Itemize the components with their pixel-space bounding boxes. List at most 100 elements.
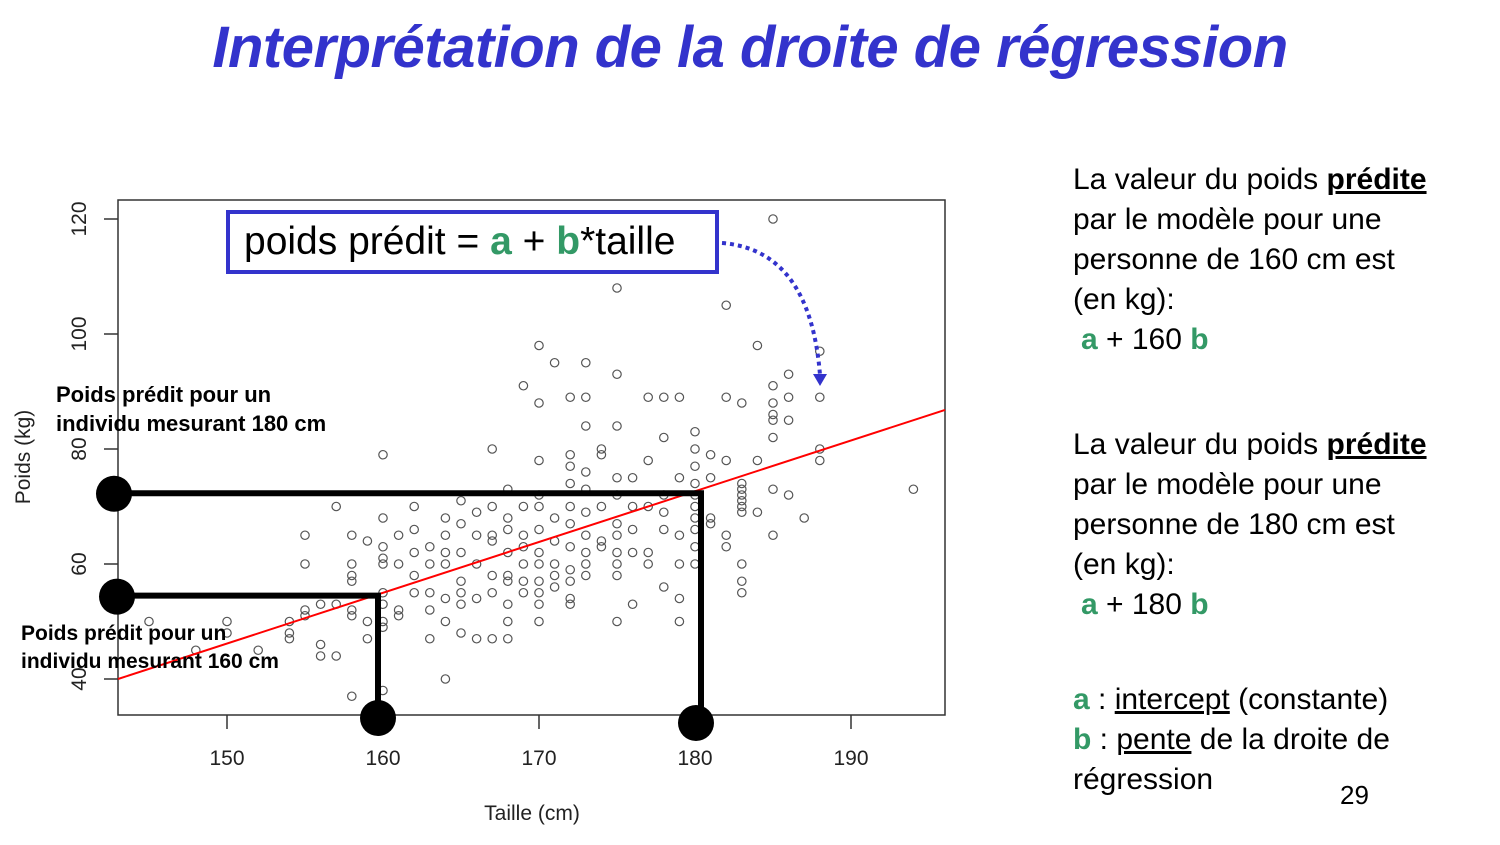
y-axis-label: Poids (kg) [12,410,35,505]
data-point [783,369,794,380]
text: : [1089,683,1115,716]
data-point [300,530,310,541]
data-point [346,691,357,702]
formula-prefix: poids prédit = [244,220,491,263]
data-point [721,455,731,466]
data-point [658,582,669,592]
data-point [534,599,544,610]
data-point [736,484,747,495]
data-point [768,530,778,541]
data-point [690,513,700,523]
data-point [580,570,591,581]
data-point [362,616,373,627]
data-point [409,524,419,535]
formula-plus: + [511,220,557,263]
data-point [424,633,435,644]
text: de la droite de [1191,723,1390,756]
data-point [502,524,513,535]
data-point [736,507,747,518]
data-point [783,490,794,500]
data-point [612,369,622,380]
guide-160 [117,592,381,716]
data-point [690,461,700,472]
formula-suffix: *taille [580,220,676,263]
data-point [736,576,747,587]
text: personne de 180 cm est [1073,508,1395,541]
data-point [534,501,544,512]
data-point [487,536,497,546]
data-point [643,455,653,466]
data-point [534,398,544,408]
data-point [424,605,435,615]
data-point [502,576,513,587]
page-number: 29 [1340,780,1369,810]
data-point [752,340,763,351]
data-point [768,432,778,443]
text: (en kg): [1073,283,1175,316]
data-point [736,501,747,512]
data-point [908,484,919,495]
data-point [534,547,544,558]
data-point [814,455,825,466]
data-point [378,541,388,552]
data-point [768,484,778,495]
guide-180-y-marker [96,475,132,512]
annotation-line: individu mesurant 180 cm [56,411,327,436]
data-point [518,587,529,598]
data-point [643,501,653,512]
data-point [549,570,560,581]
data-point [393,530,404,541]
arrow-head-icon [813,374,827,386]
coef-a: a [1081,323,1098,356]
data-point [580,421,591,431]
data-point [502,513,513,523]
data-point [658,432,669,443]
data-point [409,587,419,598]
slide-title: Interprétation de la droite de régressio… [212,15,1288,80]
data-point [643,547,653,558]
data-point [144,616,154,627]
data-point [502,599,513,610]
data-point [736,398,747,408]
x-axis-label: Taille (cm) [484,802,580,825]
data-point [440,593,451,604]
annotation-line: individu mesurant 160 cm [21,650,279,673]
x-tick-label: 170 [521,747,556,770]
data-point [409,501,419,512]
term-intercept: intercept [1114,683,1230,716]
data-point [752,455,763,466]
data-point [471,593,482,604]
data-point [690,559,700,569]
data-point [471,530,482,541]
data-point [440,559,451,569]
data-point [440,616,451,627]
data-point [612,530,622,541]
data-point [596,449,607,460]
data-point [580,530,591,541]
data-point [596,501,607,512]
data-point [612,559,622,569]
data-point [736,490,747,500]
data-point [487,570,497,581]
data-point [487,633,497,644]
data-point [627,501,638,512]
data-point [580,547,591,558]
data-point [456,599,466,610]
data-point [300,559,310,569]
data-point [222,616,232,627]
data-point [549,513,560,523]
guide-160-x-marker [360,700,396,736]
x-tick-label: 150 [209,747,244,770]
data-point [518,501,529,512]
data-point [315,599,326,610]
data-point [565,518,575,529]
data-point [549,559,560,569]
data-point [721,300,731,311]
data-point [736,495,747,506]
data-point [456,495,466,506]
data-point [487,501,497,512]
data-point [253,645,264,656]
data-point [705,472,716,483]
text: (constante) [1229,683,1389,716]
data-point [612,283,622,293]
